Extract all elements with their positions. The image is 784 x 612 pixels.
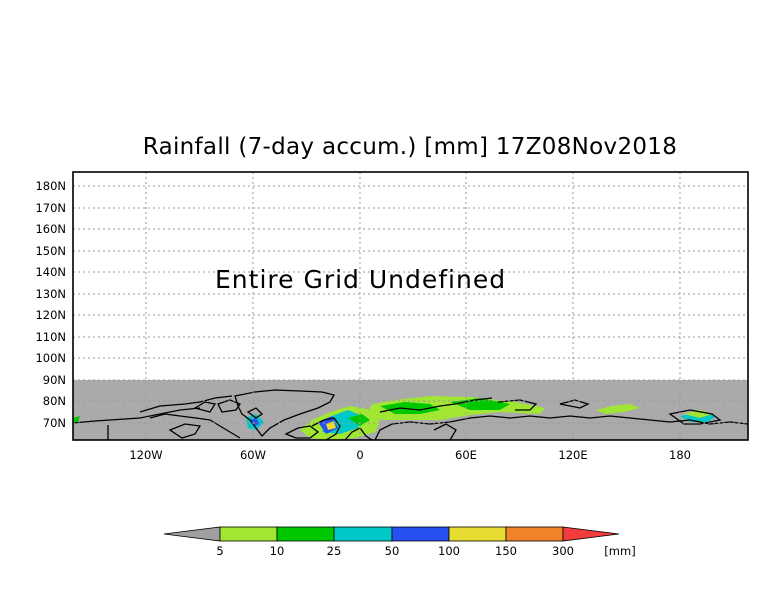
- colorbar: 5 10 25 50 100 150 300 [mm]: [163, 526, 636, 558]
- lon-tick-label: 60E: [455, 448, 477, 462]
- colorbar-unit-label: [mm]: [604, 544, 635, 558]
- colorbar-bin: [391, 526, 450, 542]
- lat-tick-label: 130N: [35, 287, 66, 301]
- colorbar-bin: [505, 526, 564, 542]
- lat-tick-label: 180N: [35, 179, 66, 193]
- lat-tick-label: 90N: [43, 373, 66, 387]
- lat-tick-label: 170N: [35, 201, 66, 215]
- colorbar-tick-label: 10: [270, 544, 285, 558]
- lat-tick-label: 80N: [43, 394, 66, 408]
- lat-tick-label: 150N: [35, 244, 66, 258]
- map-title: Rainfall (7-day accum.) [mm] 17Z08Nov201…: [142, 134, 678, 160]
- colorbar-bin: [333, 526, 393, 542]
- lat-tick-labels: 180N 170N 160N 150N 140N 130N 120N 110N …: [35, 179, 66, 430]
- colorbar-bin: [219, 526, 278, 542]
- lon-tick-label: 120W: [129, 448, 162, 462]
- map-frame: [72, 171, 749, 441]
- lat-tick-label: 140N: [35, 265, 66, 279]
- colorbar-high-triangle: [562, 526, 620, 542]
- colorbar-tick-label: 25: [327, 544, 342, 558]
- lon-tick-label: 180: [669, 448, 691, 462]
- colorbar-low-triangle: [163, 526, 221, 542]
- colorbar-tick-label: 50: [385, 544, 400, 558]
- lon-tick-label: 120E: [558, 448, 587, 462]
- lon-tick-label: 60W: [240, 448, 266, 462]
- colorbar-bin: [448, 526, 507, 542]
- undefined-grid-message: Entire Grid Undefined: [215, 265, 506, 294]
- colorbar-tick-label: 5: [216, 544, 223, 558]
- lat-tick-label: 100N: [35, 351, 66, 365]
- colorbar-tick-label: 100: [438, 544, 460, 558]
- lat-tick-label: 120N: [35, 308, 66, 322]
- lon-tick-label: 0: [356, 448, 363, 462]
- lat-tick-label: 160N: [35, 222, 66, 236]
- colorbar-tick-label: 300: [552, 544, 574, 558]
- coastlines: [72, 389, 749, 441]
- lat-tick-label: 70N: [43, 416, 66, 430]
- lat-tick-label: 110N: [35, 330, 66, 344]
- lon-tick-labels: 120W 60W 0 60E 120E 180: [129, 448, 691, 462]
- colorbar-bin: [276, 526, 335, 542]
- colorbar-tick-label: 150: [495, 544, 517, 558]
